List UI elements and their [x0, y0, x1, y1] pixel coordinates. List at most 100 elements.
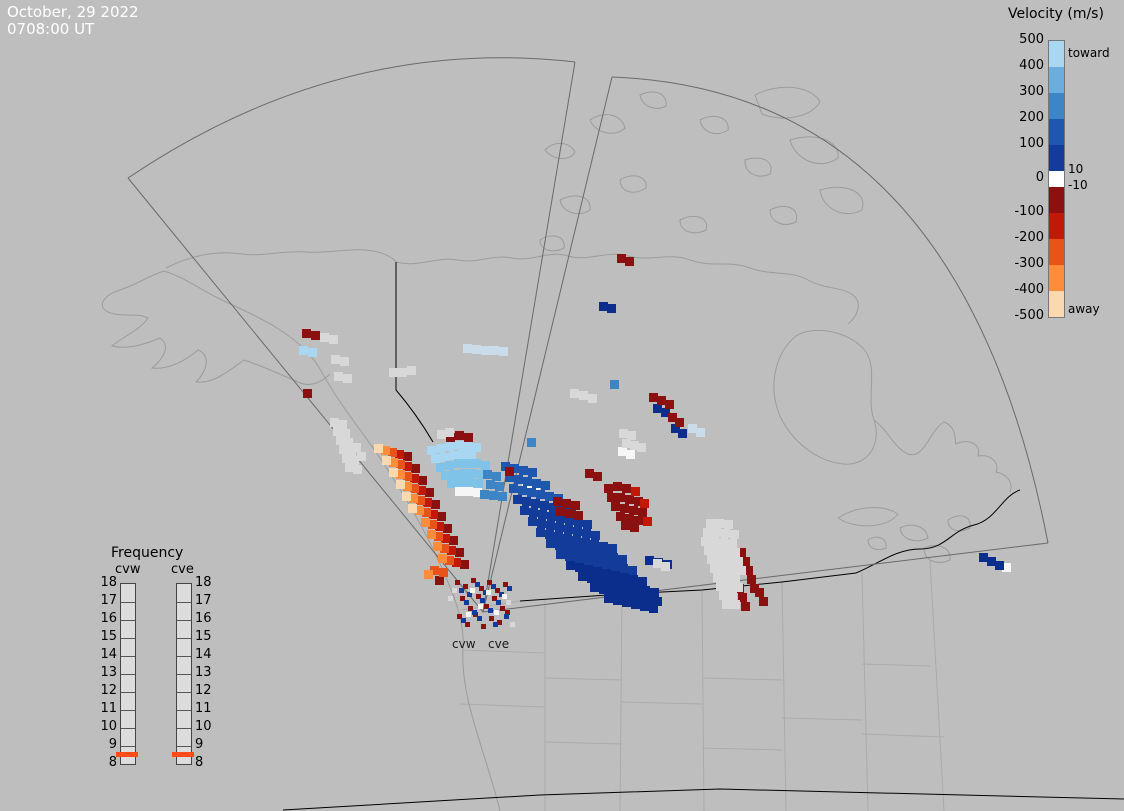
velocity-cell-near-range-away: [455, 580, 460, 585]
velocity-tick-label: 0: [1035, 170, 1044, 185]
velocity-cell-near-range-away: [500, 606, 505, 611]
velocity-cell-ground-scatter: [719, 591, 728, 600]
velocity-cell-near-range-gs: [510, 622, 515, 627]
velocity-cell-toward-sky: [474, 479, 483, 488]
velocity-cell-away-dark: [303, 389, 312, 398]
velocity-cell-ground-scatter: [341, 429, 350, 438]
velocity-cell-ground-scatter: [713, 546, 722, 555]
velocity-cell-toward-deep: [638, 577, 647, 586]
velocity-cell-ground-scatter: [637, 443, 646, 452]
frequency-tick-label: 10: [195, 719, 212, 734]
velocity-cell-toward-deep: [626, 591, 635, 600]
velocity-cell-near-range-away: [495, 588, 500, 593]
velocity-tick-label: -400: [1014, 282, 1044, 297]
velocity-cell-toward-blue: [541, 481, 550, 490]
velocity-cell-near-zero-white: [464, 487, 473, 496]
velocity-cell-toward-deep: [566, 561, 575, 570]
velocity-cell-toward-navy: [556, 514, 565, 523]
velocity-cell-toward-sky: [477, 470, 486, 479]
us-canada-border: [519, 572, 857, 602]
velocity-cell-near-range-toward: [459, 588, 464, 593]
velocity-cell-ground-scatter: [630, 441, 639, 450]
velocity-cell-toward-navy: [608, 544, 617, 553]
velocity-cell-near-range-toward: [472, 610, 477, 615]
velocity-cell-toward-navy: [547, 512, 556, 521]
velocity-cell-toward-blue: [532, 479, 541, 488]
frequency-tick-label: 8: [195, 755, 204, 770]
velocity-cell-toward-sky: [472, 459, 481, 468]
velocity-cell-toward-light: [445, 442, 454, 451]
velocity-cell-near-range-away: [465, 622, 470, 627]
velocity-cell-ground-scatter: [342, 454, 351, 463]
velocity-cell-away-red: [447, 546, 456, 555]
hudson-bay-outline: [773, 329, 877, 465]
velocity-cell-away-dark: [556, 507, 565, 516]
velocity-cell-ground-scatter: [730, 530, 739, 539]
velocity-cell-toward-navy: [538, 510, 547, 519]
velocity-cell-away-orange: [424, 570, 433, 579]
velocity-cell-away-dark: [418, 476, 427, 485]
velocity-cell-toward-navy: [574, 518, 583, 527]
frequency-tick-label: 18: [195, 575, 212, 590]
velocity-cell-toward-deep: [584, 565, 593, 574]
us-mexico-border: [282, 788, 1124, 811]
velocity-cell-toward-light: [436, 444, 445, 453]
frequency-tick-label: 17: [100, 593, 117, 608]
velocity-cell-toward-sky: [465, 478, 474, 487]
velocity-tick-label: 100: [1019, 136, 1044, 151]
velocity-cell-ground-scatter: [352, 443, 361, 452]
frequency-tick-label: 15: [195, 629, 212, 644]
velocity-cell-away-dark: [759, 597, 768, 606]
velocity-cell-toward-navy: [531, 499, 540, 508]
velocity-cell-away-orange: [389, 458, 398, 467]
velocity-cell-away-dark: [675, 418, 684, 427]
velocity-cell-toward-light: [427, 446, 436, 455]
velocity-cell-ground-scatter: [398, 368, 407, 377]
velocity-cell-toward-deep: [671, 424, 680, 433]
velocity-cell-near-range-toward: [475, 582, 480, 587]
velocity-cell-near-range-white: [486, 590, 491, 595]
time-line: 0708:00 UT: [7, 20, 95, 38]
velocity-cell-away-orange: [396, 470, 405, 479]
velocity-cell-away-red: [643, 517, 652, 526]
velocity-cell-toward-mid: [480, 490, 489, 499]
frequency-bar-tick: [121, 728, 135, 729]
velocity-cell-ground-scatter: [719, 538, 728, 547]
velocity-cell-away-dark: [741, 557, 750, 566]
velocity-cell-near-range-toward: [480, 598, 485, 603]
velocity-cell-near-range-away: [484, 604, 489, 609]
inner-negative-label: -10: [1068, 178, 1088, 192]
velocity-cell-toward-navy: [601, 560, 610, 569]
cve-fov-left-edge: [482, 76, 613, 613]
velocity-cell-near-range-away: [479, 586, 484, 591]
velocity-cell-toward-navy: [540, 501, 549, 510]
velocity-cell-pale-blue: [463, 344, 472, 353]
velocity-cell-away-orangered: [434, 532, 443, 541]
arctic-coastline: [395, 253, 859, 325]
velocity-cell-toward-sky: [450, 470, 459, 479]
alaska-yukon-border: [395, 262, 434, 443]
velocity-cell-away-orangered: [403, 472, 412, 481]
velocity-cell-ground-scatter: [331, 355, 340, 364]
velocity-cell-toward-deep: [620, 573, 629, 582]
velocity-colorbar-segment: [1049, 239, 1064, 265]
velocity-cell-away-dark: [446, 433, 455, 442]
velocity-cell-ground-scatter: [338, 420, 347, 429]
velocity-cell-away-dark: [613, 482, 622, 491]
velocity-cell-toward-sky: [463, 459, 472, 468]
frequency-bar-tick: [177, 674, 191, 675]
velocity-cell-toward-deep: [635, 593, 644, 602]
velocity-cell-ground-scatter: [731, 548, 740, 557]
velocity-cell-away-red: [441, 534, 450, 543]
velocity-cell-away-orangered: [430, 566, 439, 575]
velocity-cell-away-dark: [665, 400, 674, 409]
velocity-tick-label: -300: [1014, 256, 1044, 271]
velocity-cell-ground-scatter: [722, 547, 731, 556]
timestamp: October, 29 2022 0708:00 UT: [7, 4, 139, 38]
frequency-bar-tick: [121, 602, 135, 603]
frequency-bar-tick: [121, 692, 135, 693]
radar-site-label-cve: cve: [488, 637, 509, 651]
velocity-cell-away-orangered: [388, 448, 397, 457]
velocity-cell-away-orange: [421, 518, 430, 527]
